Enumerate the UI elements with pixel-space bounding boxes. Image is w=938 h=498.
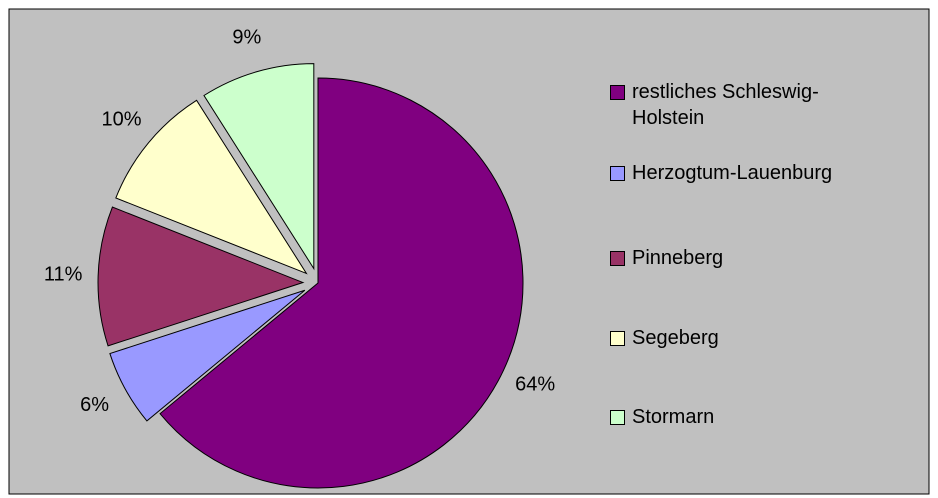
legend-label: Pinneberg [632,247,724,269]
data-label: 9% [232,26,261,48]
legend-label: Stormarn [632,406,715,428]
data-label: 64% [515,373,555,395]
legend-swatch [610,251,625,266]
pie-slice [203,63,315,271]
data-label: 11% [44,263,83,285]
pie-slice [97,206,305,347]
data-label: 10% [102,109,142,131]
legend-swatch [610,85,625,100]
legend-label: Herzogtum-Lauenburg [632,162,833,184]
legend-label: restliches Schleswig-Holstein [632,81,819,129]
legend-label: Segeberg [632,327,719,349]
legend-swatch [610,331,625,346]
data-label: 6% [80,394,109,416]
legend-swatch [610,166,625,181]
legend-swatch [610,410,625,425]
pie-slice [159,77,524,489]
pie-slice [115,99,308,275]
pie-slice [109,289,306,422]
